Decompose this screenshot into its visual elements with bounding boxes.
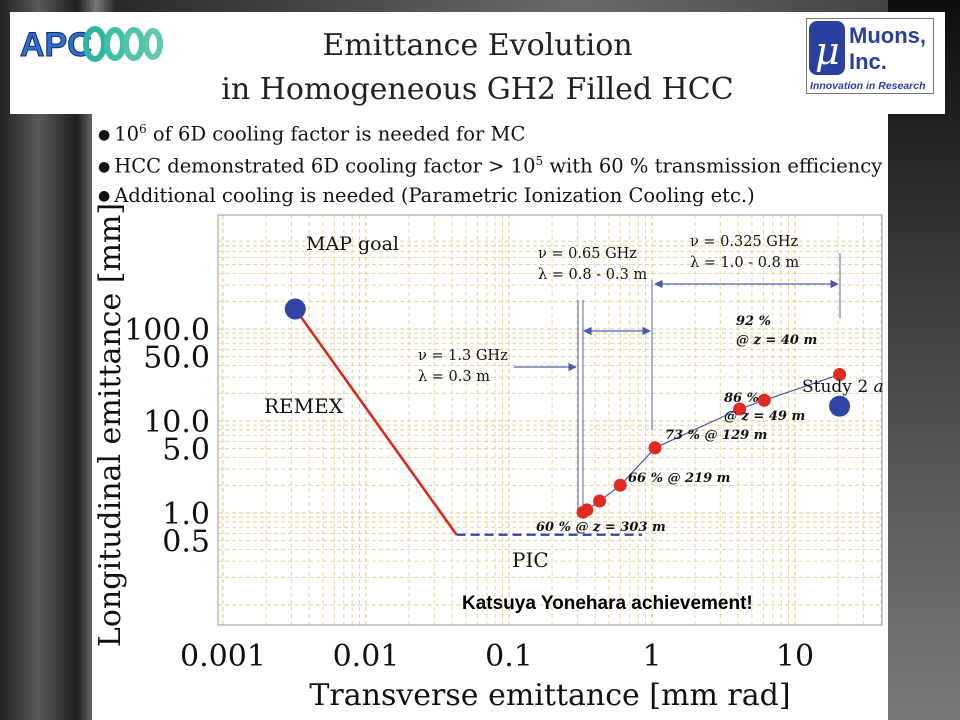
achievement-caption: Katsuya Yonehara achievement! [462, 593, 753, 614]
bullet-2-post: with 60 % transmission efficiency [543, 154, 883, 178]
muons-logo-tagline: Innovation in Research [810, 80, 926, 92]
series-line-remex [294, 308, 458, 536]
x-tick-label: 0.001 [180, 639, 266, 674]
bullet-2-pre: HCC demonstrated 6D cooling factor > 10 [114, 154, 536, 178]
bullet-1-post: of 6D cooling factor is needed for MC [146, 122, 526, 146]
muons-logo-name: Muons, [849, 23, 926, 48]
rf-annotations: ν = 1.3 GHz λ = 0.3 m ν = 0.65 GHz λ = 0.8 … [418, 234, 841, 515]
x-tick-label: 0.01 [333, 639, 400, 674]
bullet-1: ● 106 of 6D cooling factor is needed for … [98, 122, 526, 146]
rf-annotation-wavelength: λ = 1.0 - 0.8 m [690, 255, 799, 271]
x-tick-label: 0.1 [485, 639, 533, 674]
rf-annotation-wavelength: λ = 0.8 - 0.3 m [538, 267, 647, 283]
percent-label: 92 % [736, 314, 771, 329]
map-goal-label: MAP goal [306, 233, 399, 255]
percent-label: 86 % [724, 391, 759, 406]
hcc-data-point [757, 393, 771, 407]
y-tick-label: 1.0 [162, 497, 210, 532]
y-tick-label: 100.0 [124, 313, 210, 348]
rf-annotation-freq: ν = 0.65 GHz [538, 246, 637, 262]
x-axis-label: Transverse emittance [mm rad] [309, 678, 790, 713]
special-point-marker [829, 395, 851, 417]
muons-inc-logo: μ Muons, Inc. Innovation in Research [806, 18, 934, 94]
slide-header [10, 12, 945, 114]
special-point-marker [284, 298, 306, 320]
slide-title-line1: Emittance Evolution [322, 28, 633, 63]
bullet-1-pre: 10 [114, 122, 140, 146]
plot-frame [217, 214, 883, 626]
chart-labels: Transverse emittance [mm rad] Longitudina… [93, 203, 884, 713]
rf-annotation-freq: ν = 1.3 GHz [418, 348, 508, 364]
hcc-data-point [613, 478, 627, 492]
hcc-data-point [580, 503, 594, 517]
y-tick-label: 10.0 [143, 405, 210, 440]
pic-label: PIC [512, 548, 549, 572]
percent-label: 66 % @ 219 m [628, 471, 730, 486]
y-axis-label: Longitudinal emittance [mm] [93, 203, 128, 647]
x-tick-label: 10 [776, 639, 814, 674]
svg-text:μ: μ [815, 29, 840, 73]
study2a-label-italic: a [874, 377, 884, 397]
y-tick-label: 5.0 [162, 433, 210, 468]
bullet-2-sup: 5 [535, 154, 544, 168]
hcc-data-point [733, 402, 747, 416]
apc-logo: APC [16, 18, 164, 66]
bullet-2: ● HCC demonstrated 6D cooling factor > 10… [98, 154, 883, 178]
x-tick-label: 1 [642, 639, 661, 674]
bullet-3-pre: Additional cooling is needed (Parametric… [114, 184, 755, 207]
chart-series [284, 298, 851, 536]
rf-annotation-wavelength: λ = 0.3 m [418, 369, 490, 385]
percent-label: @ z = 49 m [724, 409, 805, 424]
apc-logo-text: APC [20, 26, 92, 64]
percent-label: @ z = 40 m [736, 333, 817, 348]
background-right [888, 0, 960, 720]
chart-grid [218, 215, 882, 625]
hcc-data-point [593, 494, 607, 508]
hcc-data-point [648, 441, 662, 455]
hcc-data-point [833, 368, 847, 382]
rf-annotation-freq: ν = 0.325 GHz [690, 234, 799, 250]
apc-logo-rings [83, 26, 163, 62]
y-tick-label: 50.0 [143, 341, 210, 376]
bullet-3: ● Additional cooling is needed (Parametri… [98, 184, 755, 207]
slide-title-line2: in Homogeneous GH2 Filled HCC [221, 72, 734, 107]
percent-label: 73 % @ 129 m [665, 428, 767, 443]
remex-label: REMEX [264, 394, 344, 418]
study2a-label: Study 2 a [802, 377, 884, 397]
percent-label: 60 % @ z = 303 m [536, 520, 666, 535]
y-tick-label: 0.5 [162, 525, 210, 560]
muons-logo-inc: Inc. [849, 49, 887, 74]
bullet-1-sup: 6 [139, 122, 147, 136]
